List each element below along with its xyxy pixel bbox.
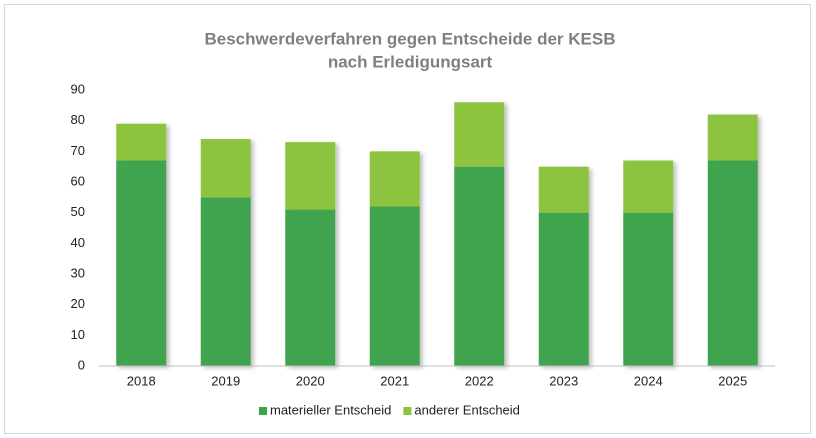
bar-stack [454, 102, 505, 366]
y-tick-label: 20 [71, 296, 85, 311]
legend-label: anderer Entscheid [414, 402, 520, 417]
x-tick-label: 2020 [296, 373, 325, 388]
y-tick-label: 70 [71, 143, 85, 158]
bar-segment [200, 139, 251, 198]
bar-segment [707, 114, 758, 161]
bar-segment [285, 209, 336, 366]
y-tick-label: 60 [71, 173, 85, 188]
chart-title: Beschwerdeverfahren gegen Entscheide der… [205, 29, 616, 48]
bar-segment [116, 123, 167, 161]
bar-stack [116, 123, 167, 366]
bar-stack [200, 139, 251, 366]
y-tick-label: 90 [71, 81, 85, 96]
legend-swatch [403, 407, 412, 415]
y-tick-label: 0 [78, 357, 85, 372]
y-tick-label: 50 [71, 204, 85, 219]
x-tick-label: 2018 [127, 373, 156, 388]
bar-segment [285, 142, 336, 210]
x-tick-label: 2019 [211, 373, 240, 388]
x-tick-label: 2021 [380, 373, 409, 388]
bar-segment [707, 160, 758, 366]
x-tick-label: 2024 [634, 373, 663, 388]
bar-segment [369, 151, 420, 207]
y-tick-label: 10 [71, 327, 85, 342]
bar-segment [369, 206, 420, 366]
chart-title: nach Erledigungsart [328, 52, 493, 71]
legend-swatch [259, 407, 267, 415]
bar-stack [285, 142, 336, 366]
y-tick-label: 30 [71, 265, 85, 280]
bar-segment [200, 197, 251, 366]
x-tick-label: 2023 [549, 373, 578, 388]
bar-segment [454, 102, 505, 167]
bar-segment [538, 166, 589, 213]
y-tick-label: 40 [71, 235, 85, 250]
bar-segment [454, 166, 505, 366]
bar-segment [623, 160, 674, 213]
bar-stack [369, 151, 420, 366]
bar-stack [623, 160, 674, 366]
x-tick-label: 2025 [718, 373, 747, 388]
bar-stack [707, 114, 758, 366]
x-tick-label: 2022 [465, 373, 494, 388]
bar-segment [623, 212, 674, 366]
bar-stack [538, 166, 589, 366]
legend-label: materieller Entscheid [270, 402, 391, 417]
bar-segment [538, 212, 589, 366]
y-tick-label: 80 [71, 112, 85, 127]
bar-segment [116, 160, 167, 366]
